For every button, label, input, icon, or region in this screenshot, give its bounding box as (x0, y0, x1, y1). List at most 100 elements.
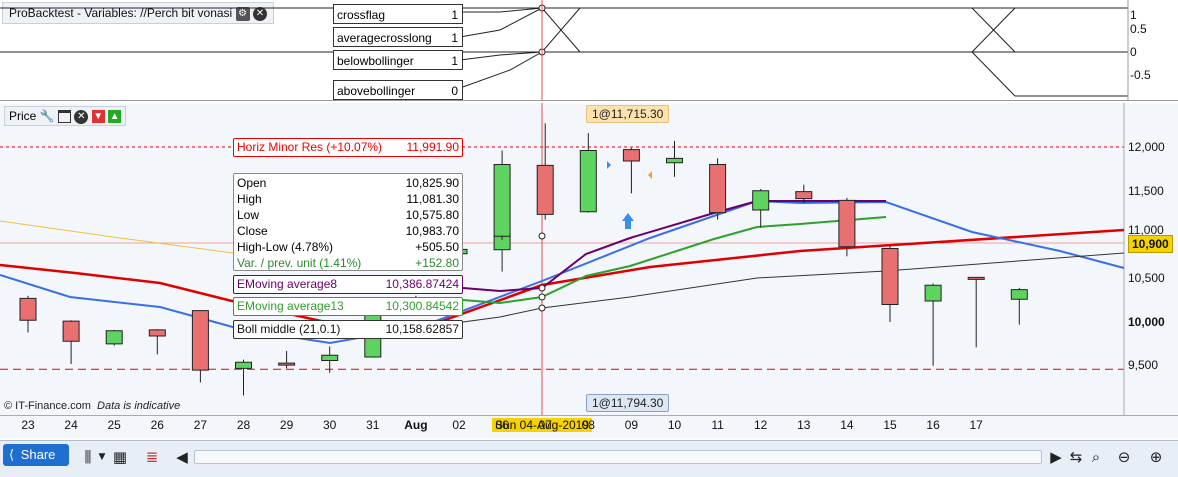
candle-body (622, 149, 640, 162)
price-panel-title-bar: Price 🔧 ✕ ▼ ▲ (4, 106, 127, 126)
x-axis-label: Aug (404, 418, 428, 432)
price-tick-10500: 10,500 (1128, 271, 1165, 285)
ema13-legend: EMoving average13 10,300.84542 (233, 297, 463, 316)
price-panel: Price 🔧 ✕ ▼ ▲ Horiz Minor Res (+10.07%) … (0, 103, 1178, 415)
variable-name: averagecrosslong (337, 31, 432, 45)
x-axis-label: 11 (711, 418, 724, 432)
boll-middle-legend: Boll middle (21,0.1) 10,158.62857 (233, 320, 463, 339)
candle-body (148, 329, 166, 337)
ohlc-close: Close 10,983.70 (237, 224, 459, 238)
x-axis-label: 02 (452, 418, 466, 432)
buy-arrow-marker (622, 213, 634, 229)
variable-value: 1 (451, 54, 458, 68)
variable-value: 1 (451, 8, 458, 22)
ohlc-low: Low 10,575.80 (237, 208, 459, 222)
ohlc-high: High 11,081.30 (237, 192, 459, 206)
x-axis-label: 23 (21, 418, 35, 432)
ema8-line (462, 200, 886, 293)
ohlc-open: Open 10,825.90 (237, 176, 459, 190)
x-axis-label: 16 (926, 418, 940, 432)
x-axis-label: 15 (883, 418, 897, 432)
zoom-out-icon[interactable]: ⊖ (1117, 448, 1131, 466)
move-up-icon[interactable]: ▲ (108, 110, 122, 124)
candle-body (278, 362, 296, 366)
candle-body (666, 157, 683, 164)
crossflag-line-left (460, 7, 581, 53)
x-axis-label: 08 (581, 418, 595, 432)
ema13-line (462, 216, 887, 305)
variable-abovebollinger: abovebollinger 0 (333, 80, 463, 100)
yellow-line (0, 220, 234, 254)
horiz-label-value: 11,991.90 (406, 140, 460, 154)
var-axis-tick-0: 0 (1130, 45, 1137, 59)
zoom-reset-icon[interactable]: ⌕ (1091, 448, 1101, 466)
ohlc-high-low: High-Low (4.78%) +505.50 (237, 240, 459, 254)
variables-panel-title: ProBacktest - Variables: //Perch bit von… (9, 6, 233, 20)
blue-average-line (0, 199, 1125, 345)
x-axis-label: 14 (840, 418, 854, 432)
close-icon[interactable]: ✕ (74, 109, 89, 124)
candle-body (924, 284, 942, 302)
candle-body (19, 297, 37, 321)
indicators-icon[interactable]: ≣ (145, 448, 159, 466)
last-price-tag: 10,900 (1128, 235, 1173, 253)
share-button[interactable]: ⟨ Share (3, 444, 69, 466)
low-order-tag: 1@11,794.30 (586, 394, 670, 412)
crosshair-dot (538, 232, 546, 240)
horiz-label-text: Horiz Minor Res (+10.07%) (237, 140, 383, 154)
var-axis-tick-0.5: 0.5 (1130, 22, 1147, 36)
move-down-icon[interactable]: ▼ (91, 110, 105, 124)
variable-value: 1 (451, 31, 458, 45)
scroll-left-icon[interactable]: ◀ (176, 448, 188, 466)
variable-belowbollinger: belowbollinger 1 (333, 50, 463, 70)
candle-body (321, 354, 339, 361)
cross-right-2 (971, 7, 1016, 53)
crosshair-dot (538, 293, 546, 301)
zoom-in-icon[interactable]: ⊕ (1149, 448, 1163, 466)
averagecrosslong-line (459, 7, 580, 38)
cross-right-3 (971, 51, 1016, 97)
window-icon[interactable] (57, 110, 71, 124)
abovebollinger-line (459, 7, 581, 89)
candle-style-icon[interactable]: ⫼ (84, 448, 92, 466)
candle-body (105, 330, 123, 345)
crosshair-dot (538, 304, 546, 312)
candle-body (235, 361, 252, 369)
close-icon[interactable]: ✕ (252, 6, 267, 21)
variable-averagecrosslong: averagecrosslong 1 (333, 27, 463, 47)
price-tick-12000: 12,000 (1128, 140, 1165, 154)
price-chart (0, 103, 1125, 415)
share-icon: ⟨ (9, 448, 15, 463)
x-axis-label: 26 (150, 418, 164, 432)
variables-panel: ProBacktest - Variables: //Perch bit von… (0, 0, 1178, 101)
candle-body (881, 248, 899, 305)
crosshair-dot (538, 284, 546, 292)
horiz-minor-res-label: Horiz Minor Res (+10.07%) 11,991.90 (233, 138, 463, 157)
variables-plot (0, 0, 1129, 100)
small-blue-marker (607, 161, 611, 169)
horizontal-scrollbar[interactable] (194, 450, 1042, 464)
calculator-icon[interactable]: ▦ (112, 448, 128, 466)
x-axis-label: Sun 04-Aug-2019 (491, 418, 593, 432)
x-axis-label: 28 (236, 418, 251, 432)
variable-name: belowbollinger (337, 54, 414, 68)
candle-body (579, 150, 597, 213)
chart-type-dropdown-icon[interactable]: ▼ (98, 452, 106, 462)
wrench-icon[interactable]: 🔧 (39, 109, 55, 123)
candle-body (709, 164, 727, 214)
price-panel-title: Price (9, 109, 37, 123)
x-axis-label: 06 (495, 418, 509, 432)
variable-name: crossflag (337, 8, 386, 22)
x-axis-label: 10 (667, 418, 682, 432)
candle-body (752, 190, 770, 211)
scroll-right-icon[interactable]: ▶ (1050, 448, 1062, 466)
x-axis-label: 27 (193, 418, 208, 432)
x-axis-label: 31 (366, 418, 380, 432)
ema8-legend: EMoving average8 10,386.87424 (233, 275, 463, 294)
auto-scale-icon[interactable]: ⇆ (1069, 448, 1083, 466)
copyright-text: © IT-Finance.com Data is indicative (4, 400, 181, 412)
x-axis-label: 25 (107, 418, 121, 432)
candle-body (191, 310, 209, 371)
x-axis-label: 13 (797, 418, 811, 432)
settings-icon[interactable]: ⚙ (235, 6, 250, 21)
